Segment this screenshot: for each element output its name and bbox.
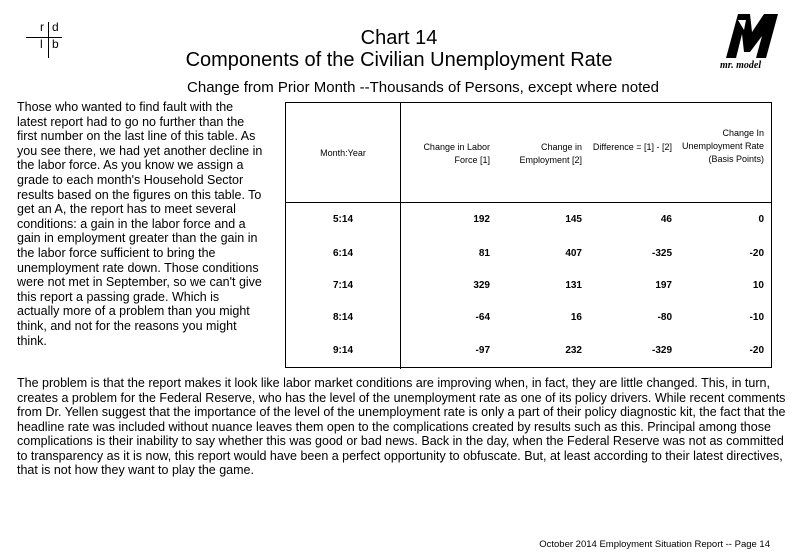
cell-month: 5:14 <box>332 214 353 225</box>
cell-difference: -329 <box>651 345 672 356</box>
cell-labor: 192 <box>473 214 490 225</box>
cell-month: 9:14 <box>332 345 353 356</box>
cell-difference: -80 <box>657 312 672 323</box>
cell-employment: 16 <box>570 312 582 323</box>
rdlb-logo: r d l b <box>26 20 62 60</box>
cell-labor: -97 <box>475 345 490 356</box>
mr-model-logo: mr. model <box>716 10 786 74</box>
table-row: 8:14 -64 16 -80 -10 <box>286 312 771 324</box>
logo-horizontal-line <box>26 37 62 38</box>
header-labor-force: Change in Labor Force [1] <box>423 142 490 165</box>
cell-rate: -10 <box>749 312 764 323</box>
cell-rate: 0 <box>758 214 764 225</box>
cell-month: 8:14 <box>332 312 353 323</box>
cell-rate: -20 <box>749 345 764 356</box>
side-commentary: Those who wanted to find fault with the … <box>17 100 263 348</box>
logo-letter-b: b <box>52 37 59 51</box>
table-header: Month:Year Change in Labor Force [1] Cha… <box>286 103 771 203</box>
column-divider <box>400 103 401 369</box>
cell-employment: 131 <box>565 280 582 291</box>
cell-rate: 10 <box>752 280 764 291</box>
mr-model-m-icon <box>726 14 778 58</box>
page-footer: October 2014 Employment Situation Report… <box>539 539 770 550</box>
cell-employment: 407 <box>565 248 582 259</box>
header-month: Month:Year <box>320 148 366 158</box>
logo-letter-r: r <box>40 20 44 34</box>
logo-vertical-line <box>48 22 49 58</box>
cell-rate: -20 <box>749 248 764 259</box>
components-table: Month:Year Change in Labor Force [1] Cha… <box>285 102 772 369</box>
chart-number: Chart 14 <box>360 27 438 49</box>
logo-letter-l: l <box>40 37 43 51</box>
cell-month: 7:14 <box>332 280 353 291</box>
cell-labor: -64 <box>475 312 490 323</box>
cell-employment: 145 <box>565 214 582 225</box>
table-row: 7:14 329 131 197 10 <box>286 280 771 292</box>
table-row: 9:14 -97 232 -329 -20 <box>286 345 771 357</box>
logo-letter-d: d <box>52 20 59 34</box>
header-unemployment-rate: Change In Unemployment Rate (Basis Point… <box>681 128 764 164</box>
table-row: 6:14 81 407 -325 -20 <box>286 248 771 260</box>
cell-difference: 46 <box>660 214 672 225</box>
page-subtitle: Change from Prior Month --Thousands of P… <box>187 79 659 96</box>
cell-labor: 81 <box>478 248 490 259</box>
body-paragraph: The problem is that the report makes it … <box>17 376 786 477</box>
header-difference: Difference = [1] - [2] <box>592 142 672 152</box>
header-employment: Change in Employment [2] <box>519 142 582 165</box>
page-title: Components of the Civilian Unemployment … <box>185 49 613 71</box>
cell-difference: -325 <box>651 248 672 259</box>
table-row: 5:14 192 145 46 0 <box>286 214 771 226</box>
cell-month: 6:14 <box>332 248 353 259</box>
cell-difference: 197 <box>655 280 672 291</box>
cell-employment: 232 <box>565 345 582 356</box>
mr-model-caption: mr. model <box>720 60 762 71</box>
cell-labor: 329 <box>473 280 490 291</box>
